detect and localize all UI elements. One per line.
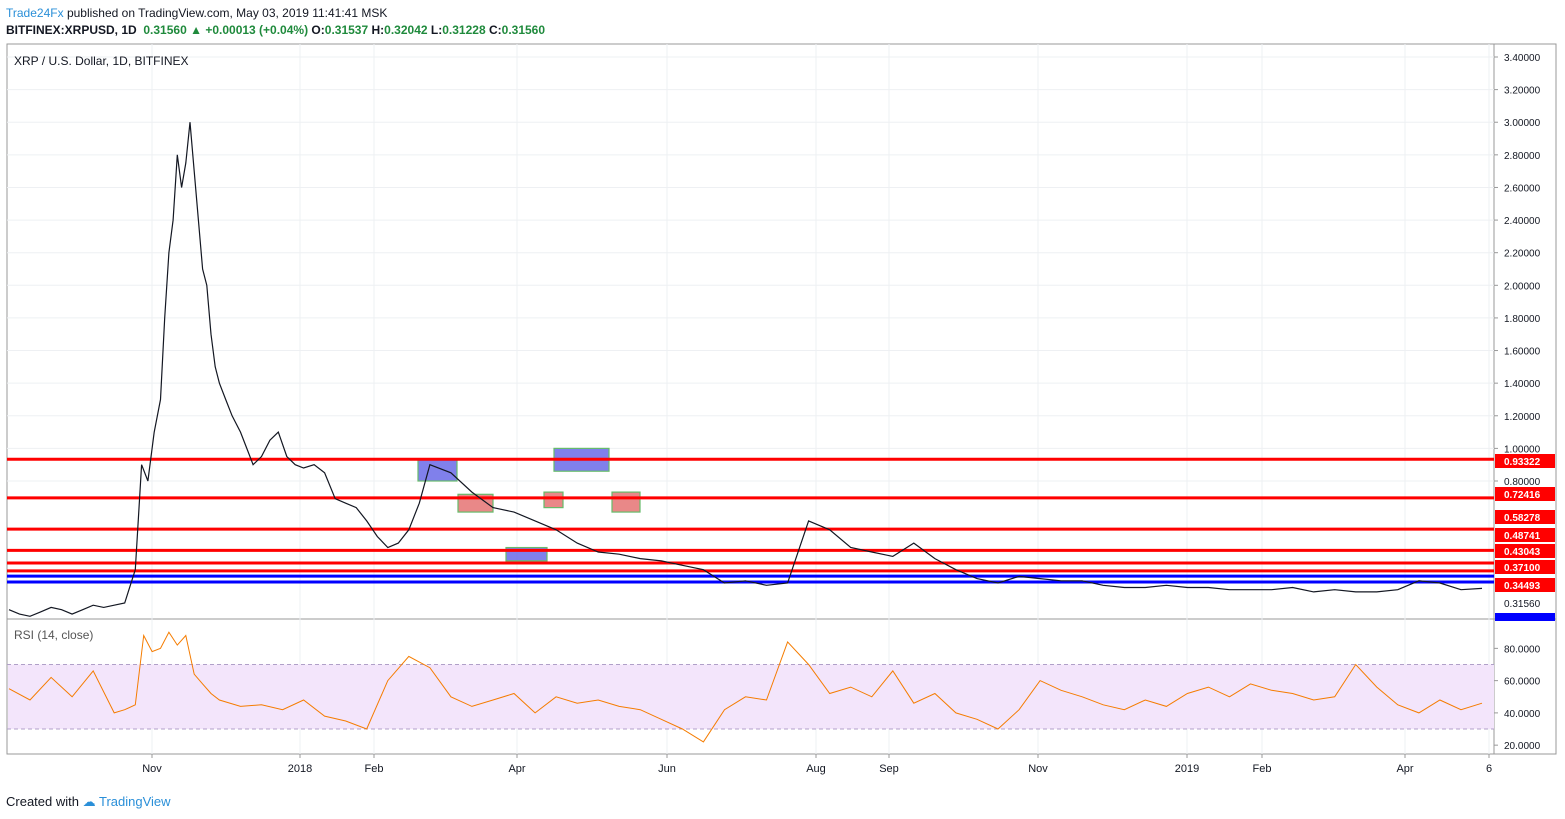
- support-badge-partial: [1495, 613, 1555, 621]
- symbol-name: BITFINEX:XRPUSD, 1D: [6, 23, 137, 37]
- time-tick-label: Feb: [365, 763, 384, 775]
- price-tick-label: 2.20000: [1504, 249, 1541, 260]
- price-tick-label: 0.80000: [1504, 477, 1541, 488]
- rsi-tick-label: 80.0000: [1504, 644, 1541, 655]
- price-level-badge: [1495, 454, 1555, 468]
- time-tick-label: Nov: [142, 763, 162, 775]
- close-label: C:: [488, 23, 502, 37]
- time-tick-label: Apr: [508, 763, 525, 775]
- price-level-badge: [1495, 528, 1555, 542]
- price-tick-label: 2.60000: [1504, 183, 1541, 194]
- publish-text: published on TradingView.com, May 03, 20…: [66, 6, 388, 20]
- price-line: [8, 122, 1483, 617]
- close-value: 0.31560: [501, 23, 546, 37]
- price-tick-label: 1.00000: [1504, 444, 1541, 455]
- time-tick-label: 2019: [1175, 763, 1199, 775]
- rsi-band: [8, 664, 1494, 730]
- zone-boxes: [417, 447, 641, 562]
- price-tick-label: 2.40000: [1504, 216, 1541, 227]
- grid-lines: [7, 44, 1494, 754]
- main-chart-title: XRP / U.S. Dollar, 1D, BITFINEX: [14, 54, 189, 68]
- last-price-label: 0.31560: [1504, 599, 1541, 610]
- price-tick-label: 1.80000: [1504, 314, 1541, 325]
- publish-info: Trade24Fx published on TradingView.com, …: [6, 6, 387, 20]
- author-link[interactable]: Trade24Fx: [6, 6, 64, 20]
- price-level-label: 0.37100: [1504, 563, 1541, 574]
- tradingview-logo-icon[interactable]: ☁: [82, 794, 96, 809]
- zone-box-blue: [417, 459, 458, 482]
- price-tick-label: 3.20000: [1504, 86, 1541, 97]
- footer-text: Created with: [6, 794, 79, 809]
- time-tick-label: Nov: [1028, 763, 1048, 775]
- last-price: 0.31560: [143, 23, 187, 37]
- time-tick-label: Apr: [1396, 763, 1413, 775]
- time-tick-label: Jun: [658, 763, 676, 775]
- price-level-label: 0.48741: [1504, 531, 1541, 542]
- footer: Created with ☁ TradingView: [6, 794, 171, 810]
- price-tick-label: 3.40000: [1504, 53, 1541, 64]
- price-level-badge: [1495, 578, 1555, 592]
- price-level-label: 0.58278: [1504, 513, 1541, 524]
- rsi-series: [7, 631, 1494, 743]
- price-series: [8, 122, 1483, 617]
- price-tick-label: 2.00000: [1504, 281, 1541, 292]
- price-level-badge: [1495, 487, 1555, 501]
- chart-border: [6, 43, 1557, 755]
- time-axis[interactable]: Nov 2018 Feb Apr Jun Aug Sep Nov 2019 Feb Apr 6: [142, 754, 1492, 775]
- time-tick-label: Aug: [806, 763, 826, 775]
- rsi-axis[interactable]: 80.0000 60.0000 40.0000 20.0000: [1494, 644, 1541, 752]
- price-tick-label: 2.80000: [1504, 151, 1541, 162]
- time-tick-label: 6: [1486, 763, 1492, 775]
- rsi-tick-label: 20.0000: [1504, 741, 1541, 752]
- price-level-label: 0.93322: [1504, 457, 1541, 468]
- price-tick-label: 1.20000: [1504, 412, 1541, 423]
- horizontal-levels: [7, 457, 1494, 584]
- rsi-tick-label: 40.0000: [1504, 709, 1541, 720]
- open-value: 0.31537: [324, 23, 369, 37]
- rsi-title: RSI (14, close): [14, 628, 93, 642]
- low-value: 0.31228: [442, 23, 486, 37]
- up-arrow-icon: ▲: [190, 23, 202, 37]
- price-level-badge: [1495, 544, 1555, 558]
- zone-box-red: [611, 491, 641, 513]
- chart-frames: [6, 43, 1557, 755]
- price-level-label: 0.34493: [1504, 581, 1541, 592]
- symbol-info: BITFINEX:XRPUSD, 1D 0.31560 ▲ +0.00013 (…: [6, 23, 545, 37]
- low-label: L:: [430, 23, 443, 37]
- price-level-label: 0.43043: [1504, 547, 1541, 558]
- rsi-tick-label: 60.0000: [1504, 677, 1541, 688]
- price-level-labels: 0.93322 0.72416 0.58278 0.48741 0.43043 0.371…: [1495, 454, 1555, 621]
- time-tick-label: Feb: [1253, 763, 1272, 775]
- high-value: 0.32042: [384, 23, 428, 37]
- price-level-badge: [1495, 510, 1555, 524]
- rsi-line: [8, 631, 1483, 743]
- price-tick-label: 3.00000: [1504, 118, 1541, 129]
- price-tick-label: 1.40000: [1504, 379, 1541, 390]
- price-level-badge: [1495, 560, 1555, 574]
- high-label: H:: [371, 23, 385, 37]
- price-axis[interactable]: 3.40000 3.20000 3.00000 2.80000 2.60000 2.400…: [1494, 53, 1541, 488]
- price-tick-label: 1.60000: [1504, 347, 1541, 358]
- tradingview-brand[interactable]: TradingView: [99, 794, 171, 809]
- time-tick-label: 2018: [288, 763, 312, 775]
- open-label: O:: [311, 23, 325, 37]
- time-tick-label: Sep: [879, 763, 899, 775]
- zone-box-red: [543, 491, 564, 509]
- price-level-label: 0.72416: [1504, 490, 1541, 501]
- price-change: +0.00013 (+0.04%): [205, 23, 309, 37]
